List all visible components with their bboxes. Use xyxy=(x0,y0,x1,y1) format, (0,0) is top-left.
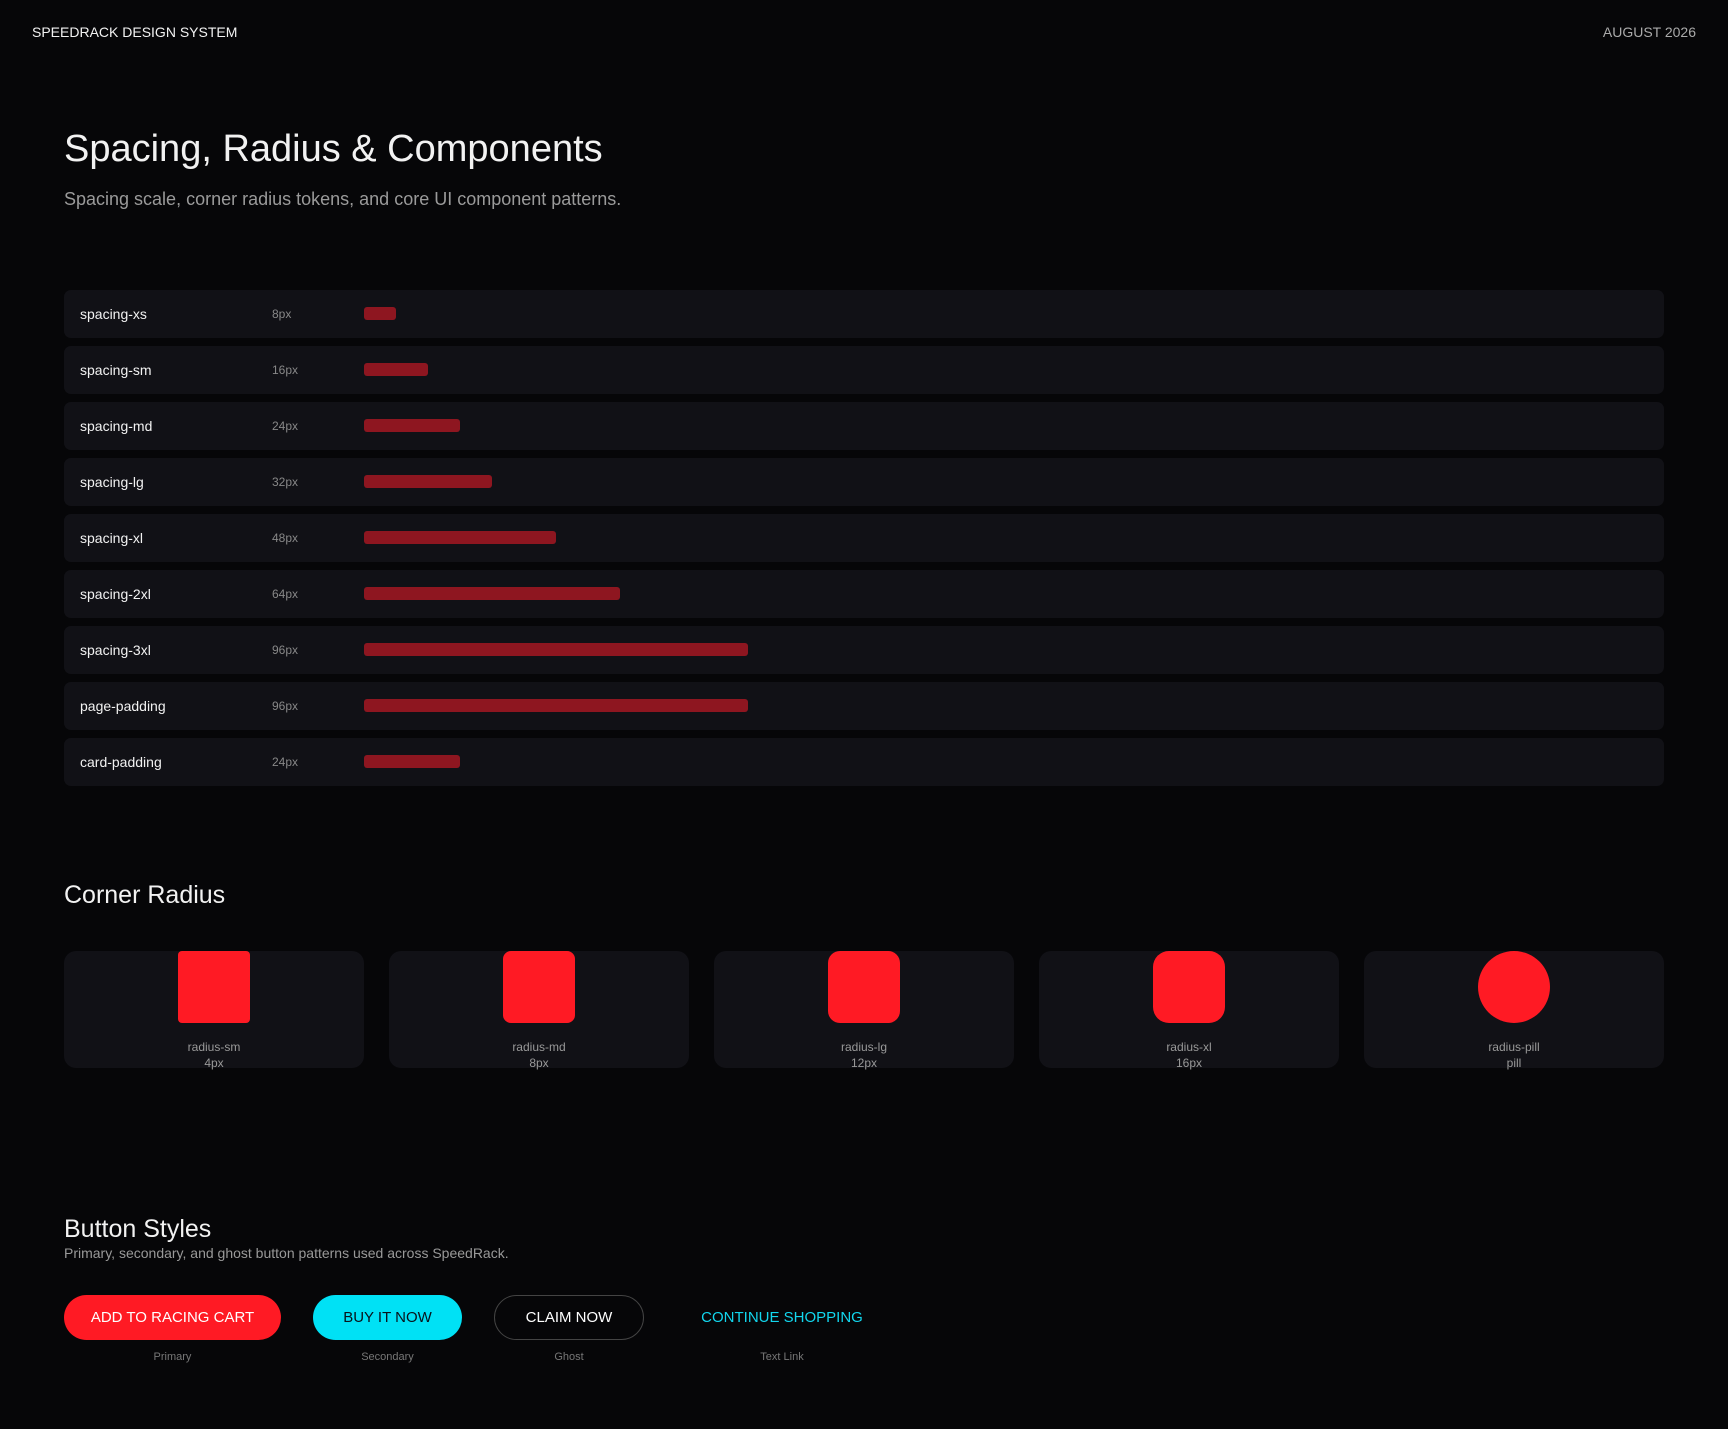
token-value: 8px xyxy=(272,307,292,321)
spacing-row: spacing-md 24px xyxy=(64,402,1664,450)
section-title: Corner Radius xyxy=(64,881,226,909)
radius-value: 16px xyxy=(1175,1056,1203,1070)
radius-swatch xyxy=(503,951,575,1023)
spacing-row: spacing-3xl 96px xyxy=(64,626,1664,674)
token-name: spacing-xs xyxy=(80,306,147,322)
radius-swatch xyxy=(178,951,250,1023)
token-value: 16px xyxy=(272,363,299,377)
radius-swatch xyxy=(1153,951,1225,1023)
button-caption: Text Link xyxy=(760,1351,804,1363)
spacing-row: spacing-xs 8px xyxy=(64,290,1664,338)
radius-value: 12px xyxy=(850,1056,878,1070)
token-name: spacing-2xl xyxy=(80,586,151,602)
token-name: spacing-lg xyxy=(80,474,144,490)
token-name: spacing-sm xyxy=(80,362,152,378)
radius-card: radius-sm 4px xyxy=(64,951,364,1070)
radius-swatch xyxy=(828,951,900,1023)
token-name: spacing-md xyxy=(80,418,153,434)
button-caption: Ghost xyxy=(554,1351,584,1363)
token-name: spacing-xl xyxy=(80,530,144,546)
radius-card: radius-md 8px xyxy=(389,951,689,1070)
button-caption: Secondary xyxy=(361,1351,414,1363)
radius-card: radius-xl 16px xyxy=(1039,951,1339,1070)
spacing-row: card-padding 24px xyxy=(64,738,1664,786)
spacing-row: spacing-xl 48px xyxy=(64,514,1664,562)
radius-value: pill xyxy=(1506,1056,1522,1070)
spacing-row: spacing-2xl 64px xyxy=(64,570,1664,618)
section-subtitle: Primary, secondary, and ghost button pat… xyxy=(64,1245,509,1261)
button[interactable]: ADD TO RACING CART xyxy=(64,1295,281,1340)
spacing-bar xyxy=(364,307,396,320)
radius-swatch xyxy=(1478,951,1550,1023)
button[interactable]: CLAIM NOW xyxy=(494,1295,644,1340)
spacing-bar xyxy=(364,587,620,600)
button-caption: Primary xyxy=(153,1351,192,1363)
button[interactable]: CONTINUE SHOPPING xyxy=(701,1309,863,1326)
token-value: 96px xyxy=(272,699,299,713)
radius-label: radius-lg xyxy=(840,1040,888,1054)
radius-card: radius-lg 12px xyxy=(714,951,1014,1070)
page-subtitle: Spacing scale, corner radius tokens, and… xyxy=(64,189,622,209)
spacing-bar xyxy=(364,699,748,712)
date: AUGUST 2026 xyxy=(1602,24,1696,40)
radius-label: radius-md xyxy=(512,1040,566,1054)
spacing-bar xyxy=(364,363,428,376)
spacing-bar xyxy=(364,755,460,768)
spacing-bar xyxy=(364,475,492,488)
token-value: 32px xyxy=(272,475,299,489)
spacing-row: spacing-lg 32px xyxy=(64,458,1664,506)
token-name: card-padding xyxy=(80,754,162,770)
token-value: 24px xyxy=(272,755,299,769)
button[interactable]: BUY IT NOW xyxy=(313,1295,462,1340)
token-value: 64px xyxy=(272,587,299,601)
radius-label: radius-xl xyxy=(1166,1040,1212,1054)
section-title: Button Styles xyxy=(64,1215,212,1243)
radius-value: 4px xyxy=(204,1056,224,1070)
token-value: 96px xyxy=(272,643,299,657)
page-title: Spacing, Radius & Components xyxy=(64,128,603,170)
token-name: spacing-3xl xyxy=(80,642,151,658)
spacing-bar xyxy=(364,643,748,656)
spacing-row: page-padding 96px xyxy=(64,682,1664,730)
spacing-bar xyxy=(364,531,556,544)
token-name: page-padding xyxy=(80,698,166,714)
radius-label: radius-pill xyxy=(1488,1040,1540,1054)
token-value: 24px xyxy=(272,419,299,433)
radius-value: 8px xyxy=(529,1056,549,1070)
radius-card: radius-pill pill xyxy=(1364,951,1664,1070)
spacing-bar xyxy=(364,419,460,432)
brand: SPEEDRACK DESIGN SYSTEM xyxy=(32,24,238,40)
radius-label: radius-sm xyxy=(187,1040,241,1054)
spacing-row: spacing-sm 16px xyxy=(64,346,1664,394)
token-value: 48px xyxy=(272,531,299,545)
